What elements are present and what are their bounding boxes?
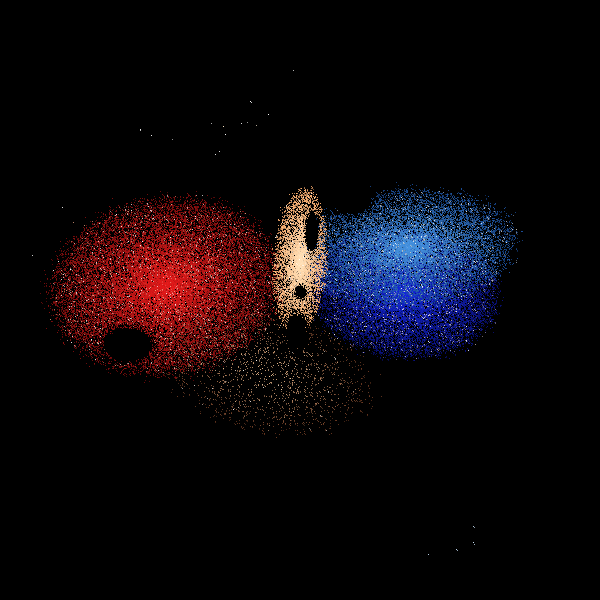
velocity-map-canvas bbox=[0, 0, 600, 600]
velocity-map-figure bbox=[0, 0, 600, 600]
